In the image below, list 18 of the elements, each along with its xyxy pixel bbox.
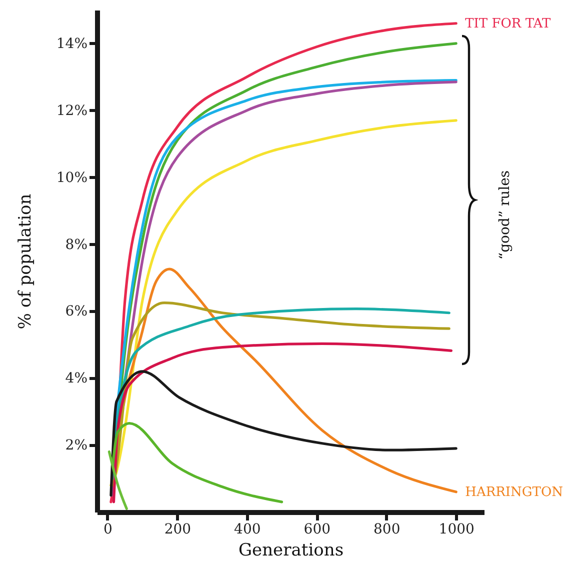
y-tick-label: 6% [65, 304, 88, 320]
x-tick-label: 0 [104, 522, 112, 538]
x-tick-label: 400 [234, 522, 261, 538]
y-tick-label: 8% [65, 236, 88, 253]
y-tick-label: 2% [65, 438, 88, 454]
x-tick-label: 1000 [438, 522, 474, 538]
y-tick-label: 14% [56, 36, 88, 52]
text: “good” rules [497, 170, 513, 260]
x-axis-title: Generations [238, 540, 344, 560]
y-tick-label: 4% [65, 370, 88, 387]
y-tick-label: 10% [56, 170, 88, 186]
y-axis-title: % of population [15, 194, 36, 330]
series-label: TIT FOR TAT [465, 16, 551, 32]
series-label: HARRINGTON [465, 484, 564, 500]
x-tick-label: 200 [164, 522, 192, 538]
y-tick-label: 12% [56, 102, 88, 119]
x-tick-label: 600 [304, 522, 331, 538]
x-tick-label: 800 [374, 522, 400, 538]
